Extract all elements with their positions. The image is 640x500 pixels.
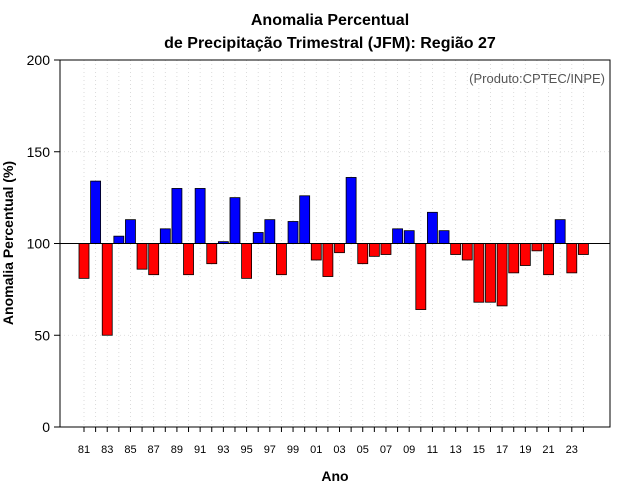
x-tick-label: 03 — [333, 444, 345, 456]
x-tick-label: 09 — [403, 444, 415, 456]
x-tick-label: 17 — [496, 444, 508, 456]
bar-23 — [566, 243, 578, 274]
bar-94 — [229, 197, 241, 244]
x-tick-label: 87 — [148, 444, 160, 456]
x-tick-label: 97 — [264, 444, 276, 456]
x-tick-label: 85 — [124, 444, 136, 456]
x-tick-label: 95 — [240, 444, 252, 456]
x-tick-label: 23 — [566, 444, 578, 456]
x-tick-label: 07 — [380, 444, 392, 456]
x-tick-label: 19 — [519, 444, 531, 456]
x-tick-label: 13 — [450, 444, 462, 456]
bar-21 — [543, 243, 554, 276]
bar-01 — [310, 243, 322, 261]
bar-24 — [578, 243, 589, 255]
bar-10 — [415, 243, 427, 310]
x-tick-label: 89 — [171, 444, 183, 456]
bar-86 — [136, 243, 148, 270]
bar-89 — [171, 188, 183, 244]
bar-84 — [113, 235, 125, 244]
bar-06 — [368, 243, 380, 257]
bar-22 — [554, 219, 566, 244]
chart-title-line1: Anomalia Percentual — [251, 12, 409, 29]
x-tick-label: 81 — [78, 444, 90, 456]
bar-98 — [276, 243, 287, 276]
bar-05 — [357, 243, 369, 265]
bar-07 — [380, 243, 392, 255]
y-axis: 0 50 100 150 200 — [27, 52, 60, 435]
bar-15 — [473, 243, 485, 303]
bar-16 — [485, 243, 496, 303]
bar-88 — [159, 228, 171, 244]
bar-17 — [496, 243, 508, 307]
x-tick-label: 05 — [357, 444, 369, 456]
bar-03 — [334, 243, 345, 254]
bar-13 — [450, 243, 462, 255]
bar-12 — [438, 230, 450, 244]
bar-09 — [403, 230, 415, 244]
y-tick-label: 100 — [27, 236, 51, 252]
bar-11 — [427, 211, 438, 244]
bar-83 — [101, 243, 113, 336]
bar-18 — [508, 243, 520, 274]
x-tick-label: 91 — [194, 444, 206, 456]
bar-95 — [241, 243, 253, 279]
chart-title-line2: de Precipitação Trimestral (JFM): Região… — [164, 35, 496, 52]
x-tick-label: 01 — [310, 444, 322, 456]
x-tick-label: 99 — [287, 444, 299, 456]
y-axis-title: Anomalia Percentual (%) — [0, 161, 16, 325]
x-axis: 81 83 85 87 89 91 93 95 97 99 01 03 05 07 09 11 13 15 17 19… — [78, 427, 584, 456]
y-tick-label: 150 — [27, 144, 51, 160]
bar-97 — [264, 219, 276, 244]
bar-82 — [90, 180, 102, 244]
x-tick-label: 93 — [217, 444, 229, 456]
x-tick-label: 83 — [101, 444, 113, 456]
bar-91 — [194, 188, 206, 244]
bar-96 — [252, 232, 264, 244]
bar-90 — [183, 243, 194, 276]
bar-85 — [125, 219, 136, 244]
y-tick-label: 50 — [34, 327, 50, 343]
bar-02 — [322, 243, 334, 277]
y-tick-label: 0 — [42, 419, 50, 435]
bar-14 — [461, 243, 473, 261]
credit-text: (Produto:CPTEC/INPE) — [469, 71, 605, 86]
bar-87 — [148, 243, 160, 276]
bar-04 — [345, 177, 357, 244]
bar-20 — [531, 243, 543, 252]
bar-92 — [206, 243, 218, 265]
bar-00 — [299, 195, 311, 244]
bars-group — [78, 177, 589, 336]
bar-81 — [78, 243, 90, 279]
x-tick-label: 21 — [542, 444, 554, 456]
x-tick-label: 11 — [427, 444, 438, 456]
y-tick-label: 200 — [27, 52, 51, 68]
bar-99 — [287, 221, 299, 244]
bar-19 — [519, 243, 531, 266]
x-tick-label: 15 — [473, 444, 485, 456]
x-axis-title: Ano — [321, 468, 348, 484]
bar-08 — [392, 228, 403, 244]
